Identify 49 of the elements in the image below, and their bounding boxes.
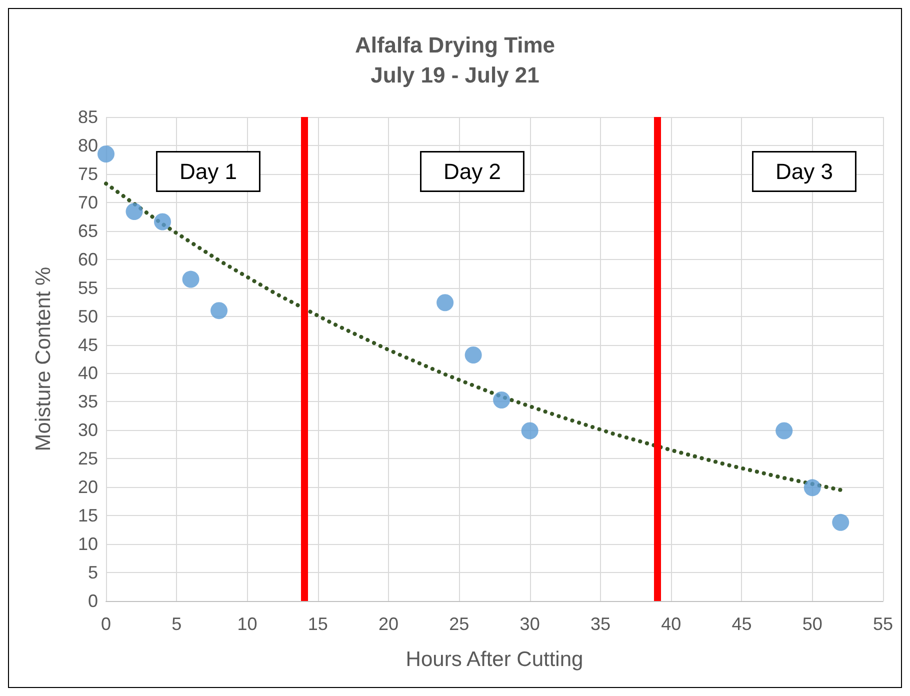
x-tick-label: 50 (802, 614, 822, 634)
point (210, 302, 228, 320)
x-tick-label: 25 (449, 614, 470, 634)
y-tick-label: 0 (88, 591, 98, 611)
annotation: Day 1 (180, 159, 237, 184)
point (98, 146, 114, 163)
y-axis-title: Moisture Content % (32, 266, 55, 452)
y-tick-label: 20 (78, 477, 98, 498)
x-tick-label: 55 (872, 614, 894, 634)
y-tick-label: 45 (78, 334, 98, 355)
x-tick-label: 0 (100, 614, 112, 634)
y-tick-label: 10 (78, 534, 98, 554)
x-tick-label: 30 (520, 614, 540, 634)
point (154, 213, 172, 230)
y-tick-label: 30 (78, 420, 98, 440)
y-tick-label: 15 (78, 506, 98, 526)
y-tick-label: 80 (78, 135, 98, 156)
point (776, 422, 793, 440)
annotation: Day 2 (444, 159, 501, 184)
point (126, 203, 143, 220)
y-tick-label: 35 (78, 392, 98, 412)
y-tick-label: 60 (78, 249, 98, 270)
x-tick-label: 5 (172, 614, 182, 634)
point (804, 479, 821, 496)
y-tick-label: 70 (78, 192, 98, 212)
y-tick-label: 55 (78, 278, 98, 298)
x-tick-label: 15 (308, 614, 328, 634)
chart-title: Alfalfa Drying Time (354, 32, 556, 58)
point (832, 514, 850, 531)
y-tick-label: 40 (78, 363, 98, 384)
x-tick-label: 35 (590, 614, 610, 634)
x-axis-title: Hours After Cutting (406, 648, 584, 671)
y-tick-label: 5 (88, 562, 98, 583)
y-tick-label: 50 (78, 306, 98, 326)
point (436, 294, 454, 312)
point (182, 270, 200, 288)
x-tick-label: 40 (661, 614, 682, 634)
point (493, 392, 510, 408)
x-tick-label: 45 (732, 614, 752, 634)
chart-subtitle: July 19 - July 21 (370, 62, 540, 88)
x-tick-label: 10 (237, 614, 258, 634)
x-tick-label: 20 (378, 614, 399, 634)
point (464, 346, 482, 364)
y-tick-label: 85 (78, 107, 98, 127)
y-tick-label: 25 (78, 448, 98, 469)
point (521, 422, 538, 440)
y-tick-label: 65 (78, 220, 98, 241)
y-tick-label: 75 (78, 164, 98, 184)
annotation: Day 3 (776, 159, 833, 184)
